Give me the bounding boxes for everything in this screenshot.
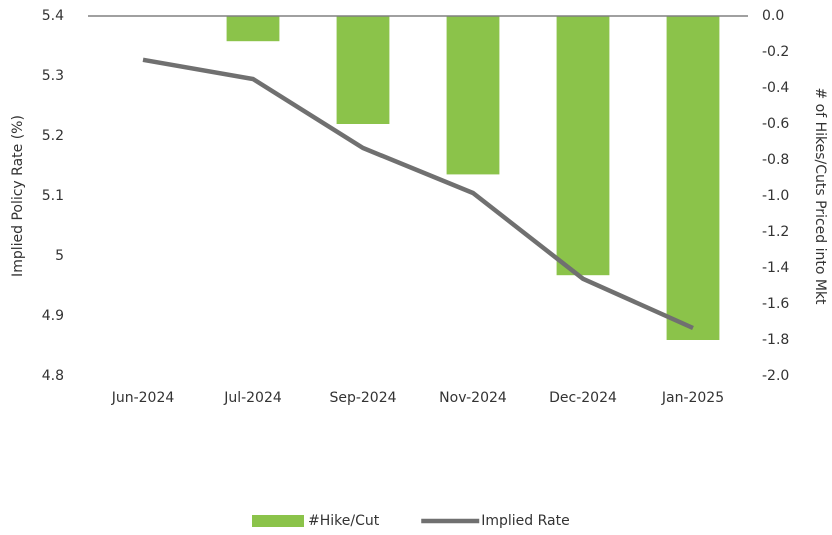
y2-tick-label: -0.2 [762,44,789,60]
y-tick-label: 5.3 [42,68,64,84]
x-tick-label: Nov-2024 [439,390,507,406]
y-axis-title: Implied Policy Rate (%) [10,115,26,277]
y2-axis-title: # of Hikes/Cuts Priced into Mkt [812,87,828,305]
y2-tick-label: -1.0 [762,188,789,204]
bar [666,16,720,340]
bar [446,16,500,175]
x-tick-label: Jun-2024 [111,390,175,406]
bar [336,16,390,124]
line [142,57,694,331]
y2-tick-label: -0.4 [762,80,789,96]
y2-tick-label: 0.0 [762,8,784,24]
y2-tick-label: -1.6 [762,296,789,312]
bar [226,16,280,42]
x-tick-label: Dec-2024 [549,390,617,406]
y-tick-label: 4.9 [42,308,64,324]
legend-label: Implied Rate [481,513,569,529]
y2-tick-label: -1.4 [762,260,789,276]
y-tick-label: 4.8 [42,368,64,384]
y-tick-label: 5 [55,248,64,264]
y-tick-label: 5.2 [42,128,64,144]
y-tick-label: 5.4 [42,8,64,24]
legend-label: #Hike/Cut [308,513,380,529]
y2-tick-label: -1.8 [762,332,789,348]
y2-tick-label: -1.2 [762,224,789,240]
x-tick-label: Jul-2024 [223,390,282,406]
y2-tick-label: -0.6 [762,116,789,132]
y2-tick-label: -2.0 [762,368,789,384]
x-tick-label: Jan-2025 [661,390,724,406]
x-tick-label: Sep-2024 [329,390,396,406]
y2-tick-label: -0.8 [762,152,789,168]
y-tick-label: 5.1 [42,188,64,204]
bar [556,16,610,276]
legend-swatch [252,515,304,527]
